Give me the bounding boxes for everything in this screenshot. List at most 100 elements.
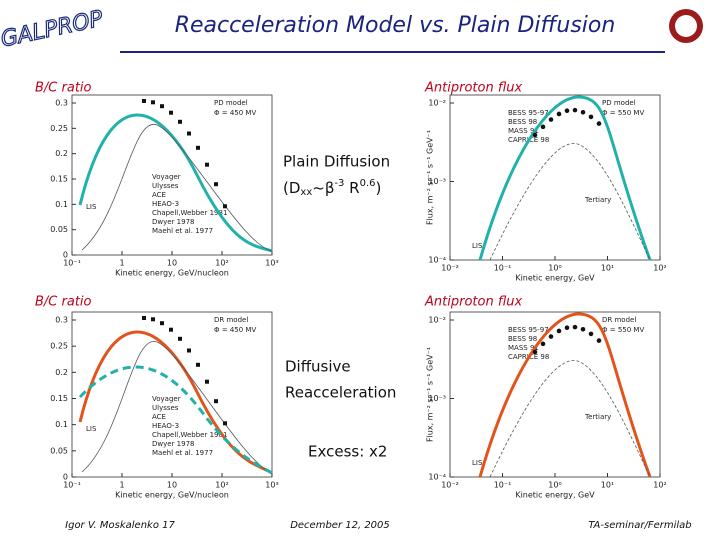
- data-point: [187, 348, 191, 353]
- panel-label: B/C ratio: [35, 81, 92, 96]
- x-tick-label: 10⁻¹: [494, 264, 512, 273]
- data-point: [160, 104, 164, 109]
- data-point: [556, 111, 562, 117]
- x-tick-label: 10³: [265, 481, 278, 490]
- y-tick-label: 0.05: [50, 225, 68, 234]
- y-tick-label: 0.25: [50, 124, 68, 133]
- x-tick-label: 10⁻²: [441, 264, 459, 273]
- model-curve: [478, 95, 652, 261]
- legend-entry: Maehl et al. 1977: [152, 227, 213, 235]
- formula-part: 0.6: [360, 178, 376, 189]
- legend-entry: BESS 98: [508, 335, 537, 343]
- data-point: [532, 349, 538, 355]
- data-point: [214, 399, 218, 404]
- legend-entry: MASS 91: [508, 127, 539, 135]
- model-curve: [478, 312, 652, 478]
- legend-entry: BESS 98: [508, 118, 537, 126]
- y-tick-label: 0: [63, 473, 68, 482]
- model-name: DR model: [214, 316, 248, 324]
- data-point: [151, 317, 155, 322]
- x-tick-label: 10²: [215, 259, 228, 268]
- lis-label: LIS: [86, 425, 97, 433]
- x-axis-label: Kinetic energy, GeV/nucleon: [115, 491, 229, 500]
- data-point: [178, 336, 182, 341]
- data-point: [540, 124, 546, 130]
- data-point: [580, 109, 586, 115]
- y-tick-label: 0.1: [55, 420, 68, 429]
- data-point: [223, 204, 227, 209]
- x-axis-label: Kinetic energy, GeV/nucleon: [115, 269, 229, 278]
- model-name: PD model: [602, 99, 636, 107]
- legend-entry: Voyager: [152, 173, 181, 181]
- formula-part: ): [376, 179, 382, 197]
- secondary-curve: [489, 143, 651, 261]
- model-phi: Φ = 550 MV: [602, 326, 644, 334]
- legend-entry: ACE: [152, 413, 166, 421]
- legend-entry: Chapell,Webber 1981: [152, 431, 227, 439]
- data-point: [160, 321, 164, 326]
- data-point: [532, 132, 538, 138]
- data-point: [187, 131, 191, 136]
- y-axis-label: Flux, m⁻² sr⁻¹ s⁻¹ GeV⁻¹: [426, 347, 435, 442]
- y-tick-label: 0.15: [50, 175, 68, 184]
- x-tick-label: 10²: [653, 481, 666, 490]
- x-tick-label: 10⁻²: [441, 481, 459, 490]
- x-tick-label: 10¹: [601, 264, 614, 273]
- seal-inner: [675, 15, 697, 37]
- x-tick-label: 10⁰: [548, 481, 561, 490]
- lis-curve: [81, 124, 273, 252]
- data-point: [540, 341, 546, 347]
- note: Excess: x2: [308, 443, 387, 461]
- x-tick-label: 10⁰: [548, 264, 561, 273]
- y-tick-label: 0.2: [55, 149, 68, 158]
- plot-frame: [449, 311, 661, 478]
- data-point: [580, 326, 586, 332]
- legend-entry: Voyager: [152, 395, 181, 403]
- data-point: [205, 379, 209, 384]
- x-tick-label: 1: [119, 481, 124, 490]
- formula-part: ~β: [312, 179, 334, 197]
- data-point: [596, 338, 602, 343]
- data-point: [588, 331, 594, 337]
- y-tick-label: 0.3: [55, 316, 68, 325]
- panel-label: Antiproton flux: [424, 81, 522, 96]
- legend-entry: ACE: [152, 191, 166, 199]
- plot-frame: [449, 94, 661, 261]
- tertiary-label: Tertiary: [584, 413, 611, 421]
- y-tick-label: 10⁻⁴: [428, 256, 446, 265]
- model-phi: Φ = 550 MV: [602, 109, 644, 117]
- x-tick-label: 10⁻¹: [494, 481, 512, 490]
- model-phi: Φ = 450 MV: [214, 326, 256, 334]
- data-point: [142, 316, 146, 320]
- data-point: [196, 145, 200, 150]
- model-name: PD model: [214, 99, 248, 107]
- y-tick-label: 10⁻³: [428, 394, 446, 403]
- legend-entry: MASS 91: [508, 344, 539, 352]
- legend-entry: BESS 95-97: [508, 326, 549, 334]
- legend-entry: BESS 95-97: [508, 109, 549, 117]
- footer-date: December 12, 2005: [290, 520, 390, 531]
- panel-label: B/C ratio: [35, 295, 92, 310]
- data-point: [169, 327, 173, 332]
- data-point: [205, 162, 209, 167]
- lis-curve: [81, 341, 273, 474]
- x-tick-label: 10⁻¹: [63, 259, 81, 268]
- y-axis-label: Flux, m⁻² sr⁻¹ s⁻¹ GeV⁻¹: [426, 130, 435, 225]
- data-point: [564, 325, 570, 331]
- x-tick-label: 10⁻¹: [63, 481, 81, 490]
- x-tick-label: 10³: [265, 259, 278, 268]
- formula-part: R: [344, 179, 359, 197]
- data-point: [596, 121, 602, 126]
- x-tick-label: 10¹: [601, 481, 614, 490]
- x-tick-label: 1: [119, 259, 124, 268]
- note: Diffusive: [285, 358, 351, 376]
- formula-part: xx: [300, 187, 312, 198]
- footer-venue: TA-seminar/Fermilab: [588, 520, 691, 531]
- legend-entry: Dwyer 1978: [152, 440, 194, 448]
- dashed-curve: [78, 365, 273, 475]
- data-point: [548, 334, 554, 339]
- legend-entry: Chapell,Webber 1981: [152, 209, 227, 217]
- data-point: [548, 117, 554, 122]
- formula-part: (D: [283, 179, 300, 197]
